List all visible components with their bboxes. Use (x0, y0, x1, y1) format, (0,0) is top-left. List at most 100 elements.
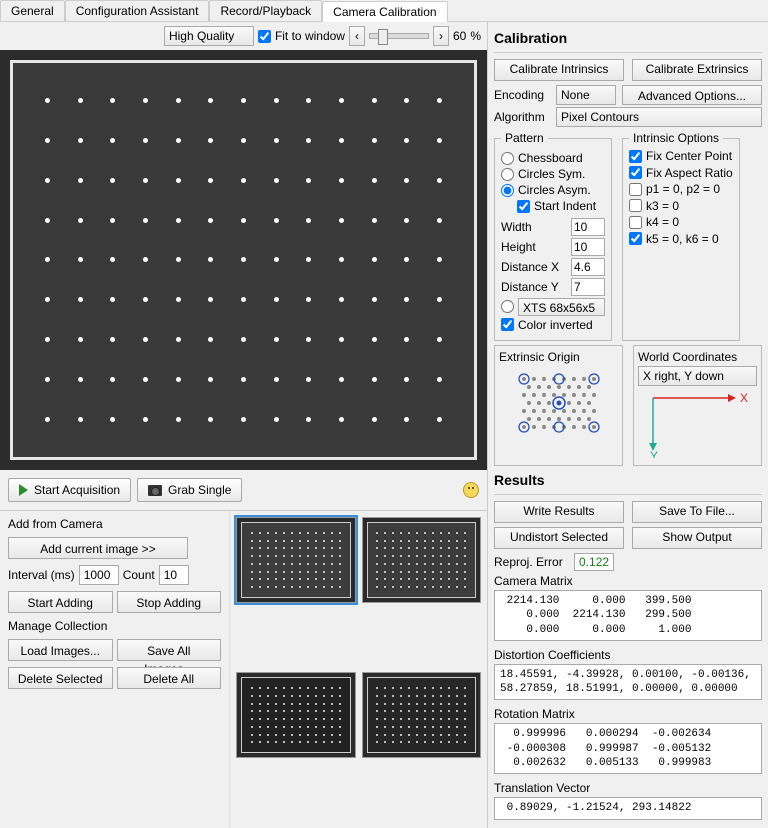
extrinsic-origin-diagram (504, 364, 614, 444)
encoding-select[interactable]: None (556, 85, 616, 105)
fix-center-check[interactable]: Fix Center Point (629, 149, 732, 163)
thumbnail-3[interactable] (236, 672, 356, 758)
grab-label: Grab Single (168, 483, 231, 497)
chessboard-label: Chessboard (518, 151, 583, 165)
distx-label: Distance X (501, 260, 567, 274)
tab-camera-calibration[interactable]: Camera Calibration (322, 1, 447, 22)
tab-bar: General Configuration Assistant Record/P… (0, 0, 768, 22)
tab-general[interactable]: General (0, 0, 65, 21)
fix-aspect-label: Fix Aspect Ratio (646, 166, 733, 180)
k4-check[interactable]: k4 = 0 (629, 215, 679, 229)
k5k6-check[interactable]: k5 = 0, k6 = 0 (629, 232, 719, 246)
camera-matrix-label: Camera Matrix (494, 574, 762, 588)
thumbnail-2[interactable] (362, 517, 482, 603)
tab-config-assistant[interactable]: Configuration Assistant (65, 0, 210, 21)
intrinsic-options-fieldset: Intrinsic Options Fix Center Point Fix A… (622, 131, 740, 341)
add-current-image-button[interactable]: Add current image >> (8, 537, 188, 559)
pattern-legend: Pattern (501, 131, 548, 145)
write-results-button[interactable]: Write Results (494, 501, 624, 523)
extrinsic-origin-label: Extrinsic Origin (499, 350, 618, 364)
height-label: Height (501, 240, 567, 254)
k4-label: k4 = 0 (646, 215, 679, 229)
chessboard-radio[interactable] (501, 152, 514, 165)
results-title: Results (494, 472, 762, 488)
status-face-icon (463, 482, 479, 498)
start-indent-label: Start Indent (534, 199, 596, 213)
svg-text:Y: Y (650, 449, 658, 458)
delete-all-button[interactable]: Delete All (117, 667, 222, 689)
color-inv-label: Color inverted (518, 318, 593, 332)
save-all-images-button[interactable]: Save All Images... (117, 639, 222, 661)
zoom-value: 60 (453, 29, 466, 43)
fit-label: Fit to window (275, 29, 345, 43)
translation-vector-label: Translation Vector (494, 781, 762, 795)
start-acq-label: Start Acquisition (34, 483, 120, 497)
show-output-button[interactable]: Show Output (632, 527, 762, 549)
camera-icon (148, 485, 162, 496)
interval-input[interactable] (79, 565, 119, 585)
play-icon (19, 484, 28, 496)
preset-select[interactable]: XTS 68x56x5 (518, 298, 605, 316)
zoom-slider[interactable] (369, 33, 429, 39)
algorithm-select[interactable]: Pixel Contours (556, 107, 762, 127)
camera-matrix-value: 2214.130 0.000 399.500 0.000 2214.130 29… (494, 590, 762, 641)
add-from-camera-title: Add from Camera (8, 517, 221, 531)
circles-sym-label: Circles Sym. (518, 167, 585, 181)
distortion-value: 18.45591, -4.39928, 0.00100, -0.00136, 5… (494, 664, 762, 701)
start-adding-button[interactable]: Start Adding (8, 591, 113, 613)
preset-radio[interactable] (501, 300, 514, 313)
algorithm-label: Algorithm (494, 110, 550, 124)
p1p2-check[interactable]: p1 = 0, p2 = 0 (629, 182, 720, 196)
calibrate-intrinsics-button[interactable]: Calibrate Intrinsics (494, 59, 624, 81)
fix-center-label: Fix Center Point (646, 149, 732, 163)
calibrate-extrinsics-button[interactable]: Calibrate Extrinsics (632, 59, 762, 81)
thumbnail-gallery (230, 511, 487, 828)
circles-sym-radio[interactable] (501, 168, 514, 181)
stop-adding-button[interactable]: Stop Adding (117, 591, 222, 613)
tab-record-playback[interactable]: Record/Playback (209, 0, 322, 21)
translation-vector-value: 0.89029, -1.21524, 293.14822 (494, 797, 762, 819)
k3-check[interactable]: k3 = 0 (629, 199, 679, 213)
count-input[interactable] (159, 565, 189, 585)
reproj-error-label: Reproj. Error (494, 555, 563, 569)
color-inverted-check[interactable]: Color inverted (501, 318, 593, 332)
distx-input[interactable] (571, 258, 605, 276)
zoom-pct: % (470, 29, 481, 43)
height-input[interactable] (571, 238, 605, 256)
width-label: Width (501, 220, 567, 234)
undistort-selected-button[interactable]: Undistort Selected (494, 527, 624, 549)
start-acquisition-button[interactable]: Start Acquisition (8, 478, 131, 502)
fit-to-window-check[interactable]: Fit to window (258, 29, 345, 43)
preview-area (0, 50, 487, 470)
circles-asym-label: Circles Asym. (518, 183, 591, 197)
zoom-right[interactable]: › (433, 26, 449, 46)
advanced-options-button[interactable]: Advanced Options... (622, 85, 762, 105)
grab-single-button[interactable]: Grab Single (137, 478, 242, 502)
disty-label: Distance Y (501, 280, 567, 294)
rotation-matrix-label: Rotation Matrix (494, 707, 762, 721)
zoom-left[interactable]: ‹ (349, 26, 365, 46)
thumbnail-1[interactable] (236, 517, 356, 603)
interval-label: Interval (ms) (8, 568, 75, 582)
disty-input[interactable] (571, 278, 605, 296)
reproj-error-value: 0.122 (574, 553, 614, 571)
k3-label: k3 = 0 (646, 199, 679, 213)
quality-select[interactable]: High Quality (164, 26, 254, 46)
svg-text:X: X (740, 391, 748, 405)
thumbnail-4[interactable] (362, 672, 482, 758)
distortion-label: Distortion Coefficients (494, 648, 762, 662)
circles-asym-radio[interactable] (501, 184, 514, 197)
intrinsic-legend: Intrinsic Options (629, 131, 723, 145)
encoding-label: Encoding (494, 88, 550, 102)
count-label: Count (123, 568, 155, 582)
k5k6-label: k5 = 0, k6 = 0 (646, 232, 719, 246)
world-coordinates-select[interactable]: X right, Y down (638, 366, 757, 386)
calibration-title: Calibration (494, 30, 762, 46)
width-input[interactable] (571, 218, 605, 236)
world-axes-diagram: X Y (638, 388, 748, 458)
save-to-file-button[interactable]: Save To File... (632, 501, 762, 523)
start-indent-check[interactable]: Start Indent (517, 199, 596, 213)
load-images-button[interactable]: Load Images... (8, 639, 113, 661)
delete-selected-button[interactable]: Delete Selected (8, 667, 113, 689)
fix-aspect-check[interactable]: Fix Aspect Ratio (629, 166, 733, 180)
